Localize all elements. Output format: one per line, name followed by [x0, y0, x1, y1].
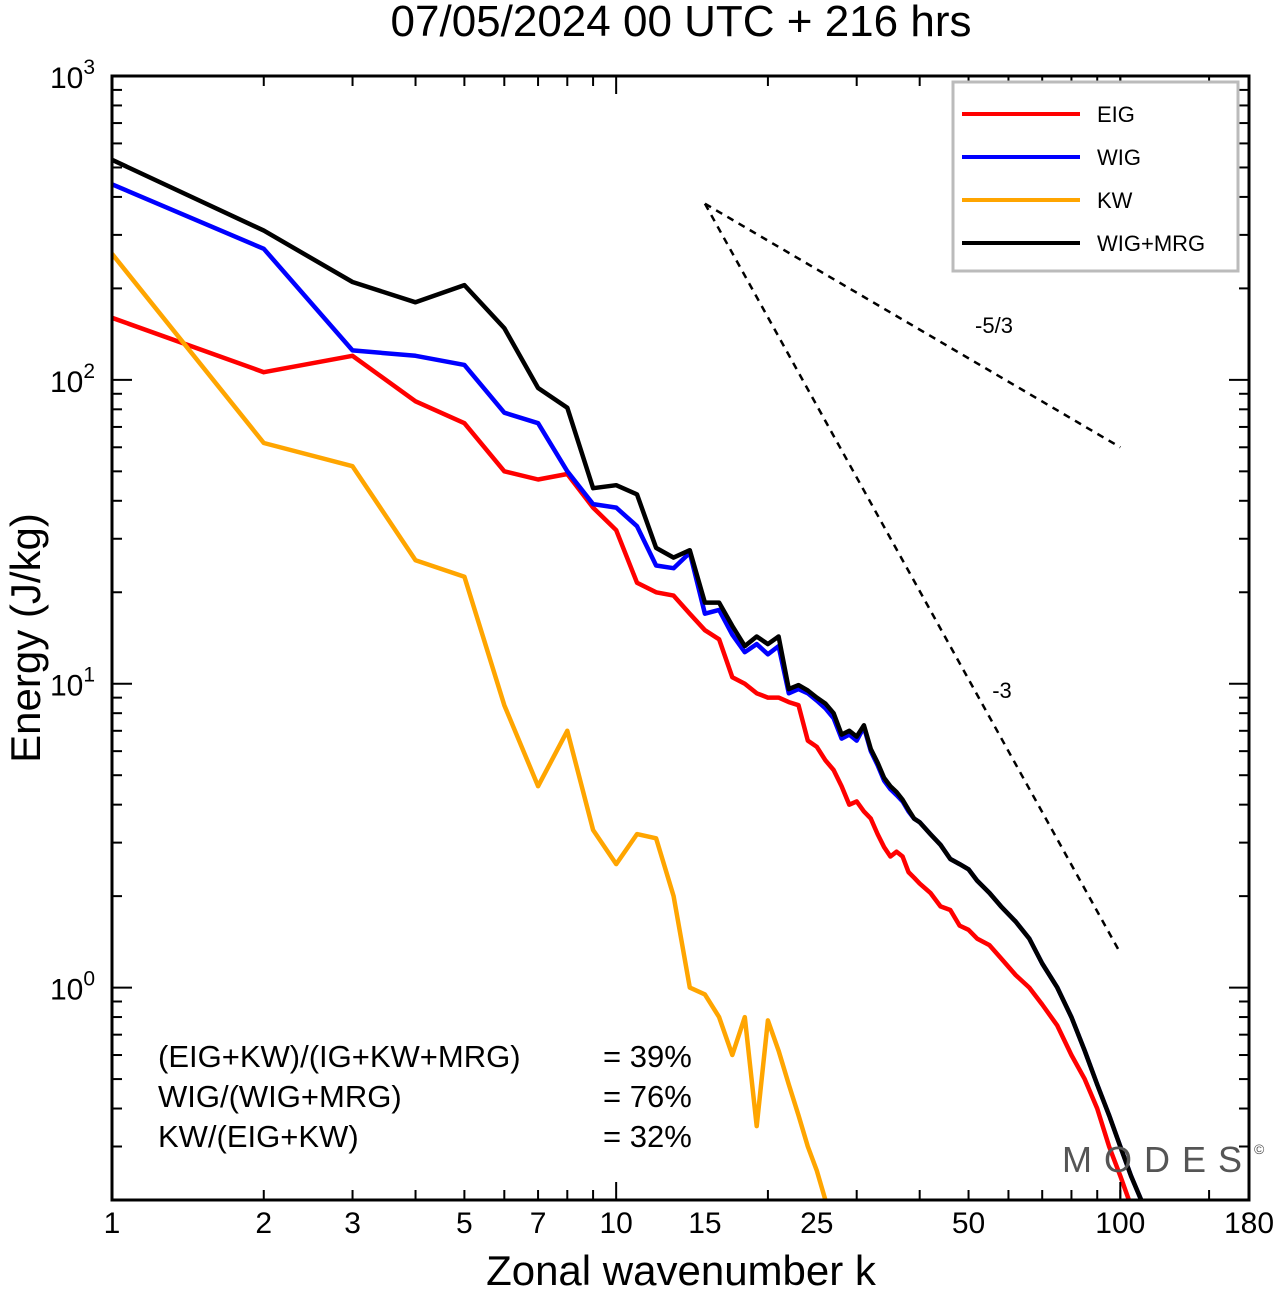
x-tick-label: 25	[800, 1207, 833, 1240]
ratio-label: KW/(EIG+KW)	[158, 1119, 359, 1154]
x-tick-label: 5	[456, 1207, 473, 1240]
slope-label-2: -3	[992, 678, 1012, 703]
legend-label-kw: KW	[1097, 188, 1133, 213]
y-tick-labels: 100 101 102 103	[50, 56, 95, 1007]
reference-slopes: -5/3 -3	[703, 202, 1122, 954]
x-tick-label: 100	[1095, 1207, 1145, 1240]
y-axis-title: Energy (J/kg)	[2, 513, 49, 763]
chart-title: 07/05/2024 00 UTC + 216 hrs	[391, 0, 972, 46]
x-tick-label: 10	[599, 1207, 632, 1240]
ratio-label: (EIG+KW)/(IG+KW+MRG)	[158, 1039, 521, 1074]
x-axis-title: Zonal wavenumber k	[486, 1247, 877, 1294]
series-line-kw	[112, 252, 828, 1200]
legend-label-eig: EIG	[1097, 102, 1135, 127]
x-tick-label: 15	[688, 1207, 721, 1240]
series-layer	[112, 157, 1144, 1200]
x-tick-labels: 1 2 3 5 7 10 15 25 50 100 180	[104, 1207, 1274, 1240]
series-line-eig	[112, 315, 1132, 1200]
ratio-value: = 76%	[603, 1079, 692, 1114]
plot-frame	[110, 74, 1251, 1202]
y-tick-label: 103	[50, 56, 95, 95]
x-tick-label: 180	[1224, 1207, 1274, 1240]
x-tick-label: 7	[530, 1207, 547, 1240]
modes-watermark: MODES©	[1062, 1139, 1265, 1180]
axis-ticks	[111, 75, 1249, 1201]
ratio-value: = 39%	[603, 1039, 692, 1074]
ratio-label: WIG/(WIG+MRG)	[158, 1079, 402, 1114]
x-tick-label: 1	[104, 1207, 121, 1240]
slope-line-1	[704, 202, 1121, 449]
x-tick-label: 2	[255, 1207, 272, 1240]
legend-label-wig-mrg: WIG+MRG	[1097, 231, 1205, 256]
slope-line-2	[703, 203, 1122, 954]
x-tick-label: 3	[344, 1207, 361, 1240]
slope-label-1: -5/3	[975, 313, 1013, 338]
legend: EIG WIG KW WIG+MRG	[951, 80, 1240, 273]
copyright-mark: ©	[1254, 1141, 1265, 1157]
ratio-value: = 32%	[603, 1119, 692, 1154]
series-line-wig-mrg	[112, 157, 1144, 1200]
legend-label-wig: WIG	[1097, 145, 1141, 170]
y-tick-label: 102	[50, 360, 95, 399]
y-tick-label: 100	[50, 968, 95, 1007]
y-tick-label: 101	[50, 664, 95, 703]
x-tick-label: 50	[952, 1207, 985, 1240]
ratio-annotations: (EIG+KW)/(IG+KW+MRG) = 39% WIG/(WIG+MRG) = …	[158, 1039, 692, 1154]
